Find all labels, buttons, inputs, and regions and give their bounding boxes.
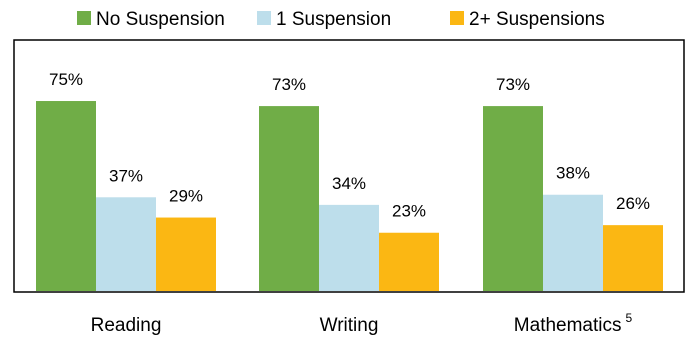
category-label-writing: Writing bbox=[320, 315, 379, 336]
value-label-reading-series-3: 29% bbox=[169, 187, 203, 206]
bar-reading-series-2 bbox=[96, 197, 156, 291]
footnote-superscript: 5 bbox=[626, 311, 633, 325]
bar-writing-series-1 bbox=[259, 106, 319, 291]
bar-mathematics-series-2 bbox=[543, 194, 603, 291]
value-label-mathematics-series-1: 73% bbox=[496, 75, 530, 94]
category-label-mathematics: Mathematics 5 bbox=[514, 311, 633, 336]
bar-mathematics-series-1 bbox=[483, 106, 543, 291]
bars bbox=[36, 101, 663, 292]
bar-writing-series-2 bbox=[319, 204, 379, 291]
value-label-writing-series-2: 34% bbox=[332, 174, 366, 193]
legend-label-3: 2+ Suspensions bbox=[469, 9, 605, 30]
value-label-writing-series-3: 23% bbox=[392, 202, 426, 221]
value-labels: 75% 37% 29% 73% 34% 23% 73% 38% 26% bbox=[49, 70, 650, 221]
value-label-reading-series-2: 37% bbox=[109, 166, 143, 185]
bar-reading-series-3 bbox=[156, 217, 216, 291]
legend: No Suspension 1 Suspension 2+ Suspensions bbox=[77, 9, 605, 30]
bar-mathematics-series-3 bbox=[603, 225, 663, 291]
value-label-mathematics-series-3: 26% bbox=[616, 194, 650, 213]
bar-reading-series-1 bbox=[36, 101, 96, 292]
category-label-reading: Reading bbox=[91, 315, 162, 336]
value-label-mathematics-series-2: 38% bbox=[556, 164, 590, 183]
plot-area-frame bbox=[13, 39, 685, 293]
bar-writing-series-3 bbox=[379, 232, 439, 291]
category-name: Reading bbox=[91, 315, 162, 336]
value-label-reading-series-1: 75% bbox=[49, 70, 83, 89]
category-name: Writing bbox=[320, 315, 379, 336]
legend-label-1: No Suspension bbox=[96, 9, 225, 30]
category-labels: Reading Writing Mathematics 5 bbox=[91, 311, 633, 336]
category-name: Mathematics bbox=[514, 315, 622, 336]
value-label-writing-series-1: 73% bbox=[272, 75, 306, 94]
legend-swatch-3 bbox=[450, 11, 464, 25]
legend-swatch-2 bbox=[257, 11, 271, 25]
legend-swatch-1 bbox=[77, 11, 91, 25]
legend-label-2: 1 Suspension bbox=[276, 9, 391, 30]
